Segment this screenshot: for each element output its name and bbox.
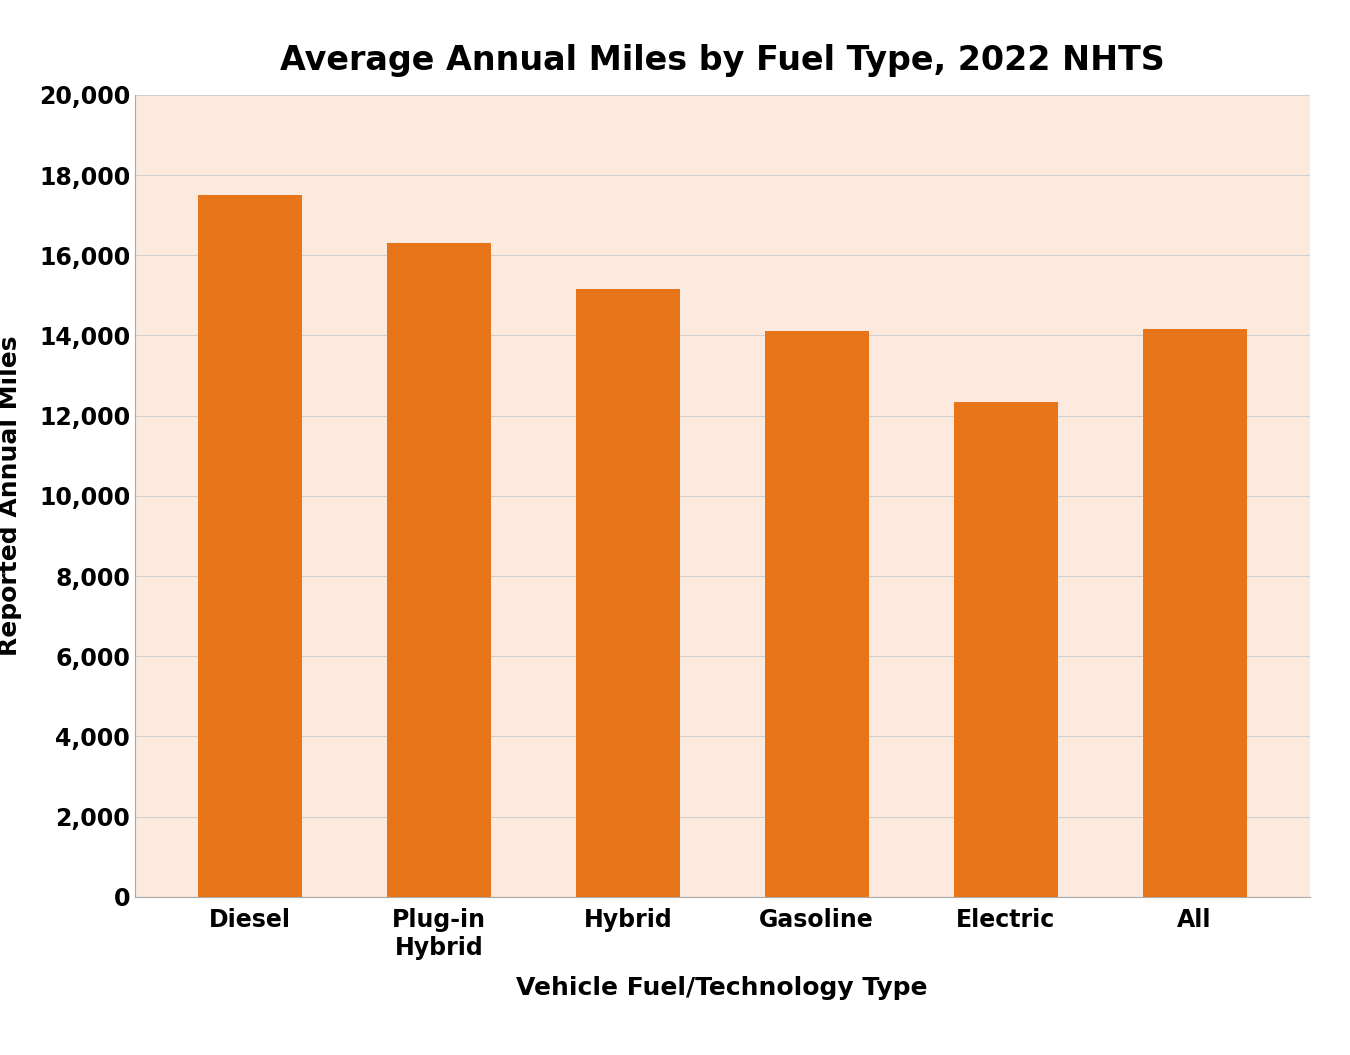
X-axis label: Vehicle Fuel/Technology Type: Vehicle Fuel/Technology Type (517, 976, 927, 1000)
Title: Average Annual Miles by Fuel Type, 2022 NHTS: Average Annual Miles by Fuel Type, 2022 … (279, 44, 1165, 77)
Bar (764, 331, 868, 897)
Bar (387, 244, 491, 897)
Y-axis label: Reported Annual Miles: Reported Annual Miles (0, 335, 22, 656)
Bar (198, 195, 302, 897)
Bar (1142, 329, 1246, 897)
Bar (576, 289, 680, 897)
Bar (953, 402, 1057, 897)
